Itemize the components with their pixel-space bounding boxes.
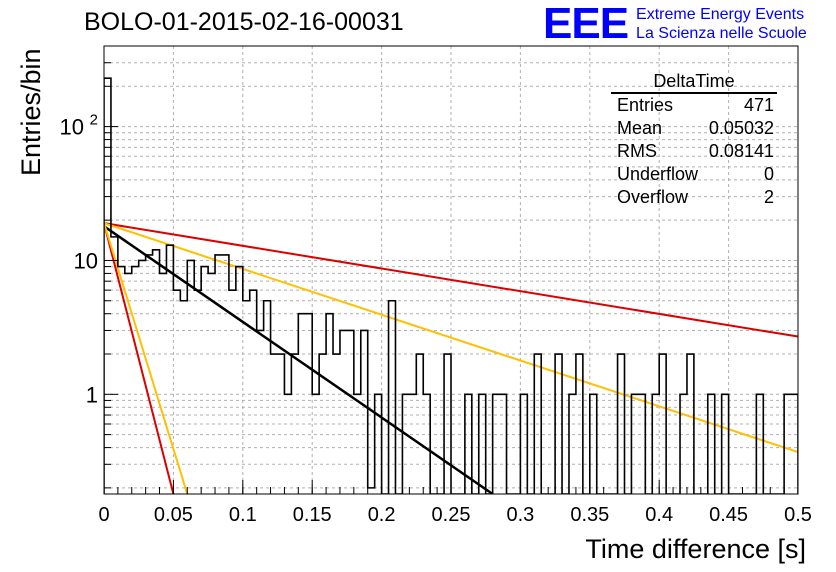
fit-line (104, 222, 798, 338)
x-tick-label: 0.4 (645, 504, 673, 526)
fit-line (104, 222, 798, 454)
y-tick-label: 10 (74, 248, 98, 273)
eee-logo: EEE Extreme Energy Events La Scienza nel… (543, 2, 807, 46)
axis-ticks (103, 45, 799, 494)
y-axis-label: Entries/bin (16, 48, 46, 176)
histogram-step-line (104, 77, 798, 494)
x-tick-label: 0.05 (154, 504, 193, 526)
x-tick-label: 0.45 (709, 504, 748, 526)
fit-line (104, 225, 494, 494)
stats-value: 471 (743, 95, 774, 115)
logo-line-1: Extreme Energy Events (636, 6, 805, 23)
stats-label: Overflow (617, 187, 689, 207)
fit-curves (104, 222, 798, 494)
stats-value: 0.05032 (708, 118, 774, 138)
x-tick-label: 0.2 (368, 504, 396, 526)
x-tick-label: 0.15 (293, 504, 332, 526)
eee-logo-text: Extreme Energy Events La Scienza nelle S… (636, 5, 807, 43)
grid-lines (103, 45, 799, 494)
stats-label: RMS (617, 141, 657, 161)
x-tick-label: 0 (98, 504, 109, 526)
stats-value: 2 (763, 187, 774, 207)
x-tick-label: 0.35 (570, 504, 609, 526)
stats-row: RMS 0.08141 (611, 140, 777, 163)
x-tick-label: 0.5 (784, 504, 812, 526)
y-tick-label-exponent: 2 (90, 112, 98, 129)
stats-box: DeltaTime Entries 471 Mean 0.05032 RMS 0.08… (611, 70, 777, 209)
fit-line (104, 222, 175, 494)
stats-row: Overflow 2 (611, 186, 777, 209)
x-axis-label: Time difference [s] (585, 534, 806, 564)
x-tick-label: 0.1 (229, 504, 257, 526)
stats-value: 0 (763, 164, 774, 184)
stats-label: Entries (617, 95, 674, 115)
fit-line (104, 222, 189, 494)
y-tick-label: 10 (60, 115, 84, 140)
histogram-series (104, 77, 798, 494)
stats-row: Mean 0.05032 (611, 117, 777, 140)
logo-line-2: La Scienza nelle Scuole (636, 25, 807, 42)
tick-labels: 0 0.05 0.1 0.15 0.2 0.25 0.3 0.35 0.4 0.45 0.5 1 10 1… (60, 112, 812, 526)
stats-label: Underflow (617, 164, 699, 184)
stats-label: Mean (617, 118, 663, 138)
x-tick-label: 0.3 (506, 504, 534, 526)
eee-logo-mark: EEE (543, 0, 629, 48)
stats-value: 0.08141 (708, 141, 774, 161)
stats-row: Underflow 0 (611, 163, 777, 186)
stats-row: Entries 471 (611, 94, 777, 117)
run-title: BOLO-01-2015-02-16-00031 (84, 8, 404, 36)
x-tick-label: 0.25 (432, 504, 471, 526)
y-tick-label: 1 (86, 382, 98, 407)
stats-title: DeltaTime (611, 70, 777, 94)
